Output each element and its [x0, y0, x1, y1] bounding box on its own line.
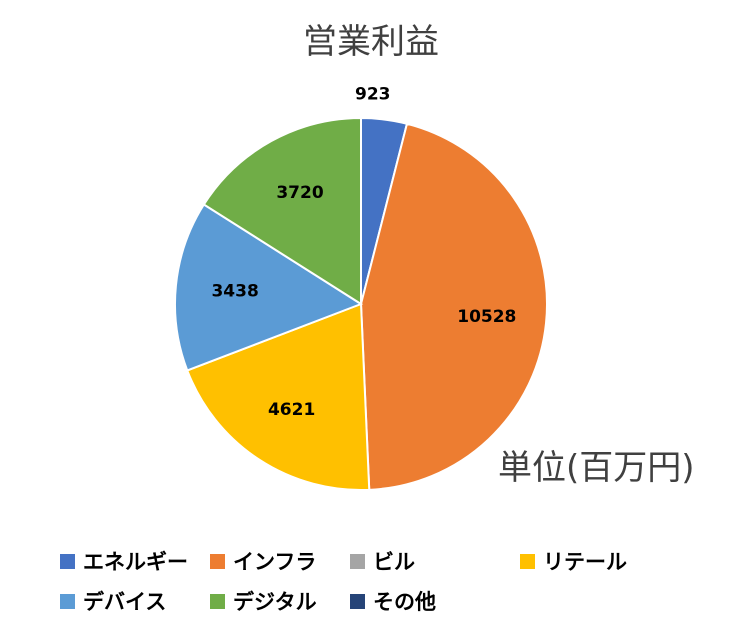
legend-swatch — [210, 553, 225, 569]
legend-item-5: デバイス — [60, 586, 166, 616]
legend-item-2: インフラ — [210, 546, 316, 576]
pie-slice-4 — [174, 203, 364, 372]
chart-title: 営業利益 — [303, 22, 439, 62]
data-label-3: 4621 — [268, 400, 315, 420]
legend-swatch — [60, 593, 75, 609]
legend-swatch — [350, 553, 365, 569]
legend-swatch — [210, 593, 225, 609]
pie-slice-5 — [202, 116, 362, 306]
legend-swatch — [520, 553, 535, 569]
legend-item-3: ビル — [350, 546, 415, 576]
data-label-2: 10528 — [457, 307, 516, 327]
pie-slice-2 — [359, 122, 548, 491]
data-label-5: 3720 — [276, 183, 323, 203]
data-label-4: 3438 — [211, 281, 258, 301]
legend-label: リテール — [543, 550, 627, 574]
legend-label: インフラ — [233, 550, 317, 574]
legend-swatch — [60, 553, 75, 569]
legend-item-1: エネルギー — [60, 546, 188, 576]
pie-slice-3 — [185, 302, 371, 491]
legend-item-6: デジタル — [210, 586, 317, 616]
legend-label: その他 — [373, 590, 436, 614]
legend-label: エネルギー — [83, 550, 188, 574]
legend-item-7: その他 — [350, 586, 436, 616]
legend-label: ビル — [373, 550, 415, 574]
legend-label: デジタル — [233, 590, 317, 614]
legend-label: デバイス — [83, 590, 167, 614]
unit-note: 単位(百万円) — [498, 448, 695, 488]
legend-swatch — [350, 593, 365, 609]
legend-item-4: リテール — [520, 546, 627, 576]
data-label-1: 923 — [355, 85, 391, 105]
